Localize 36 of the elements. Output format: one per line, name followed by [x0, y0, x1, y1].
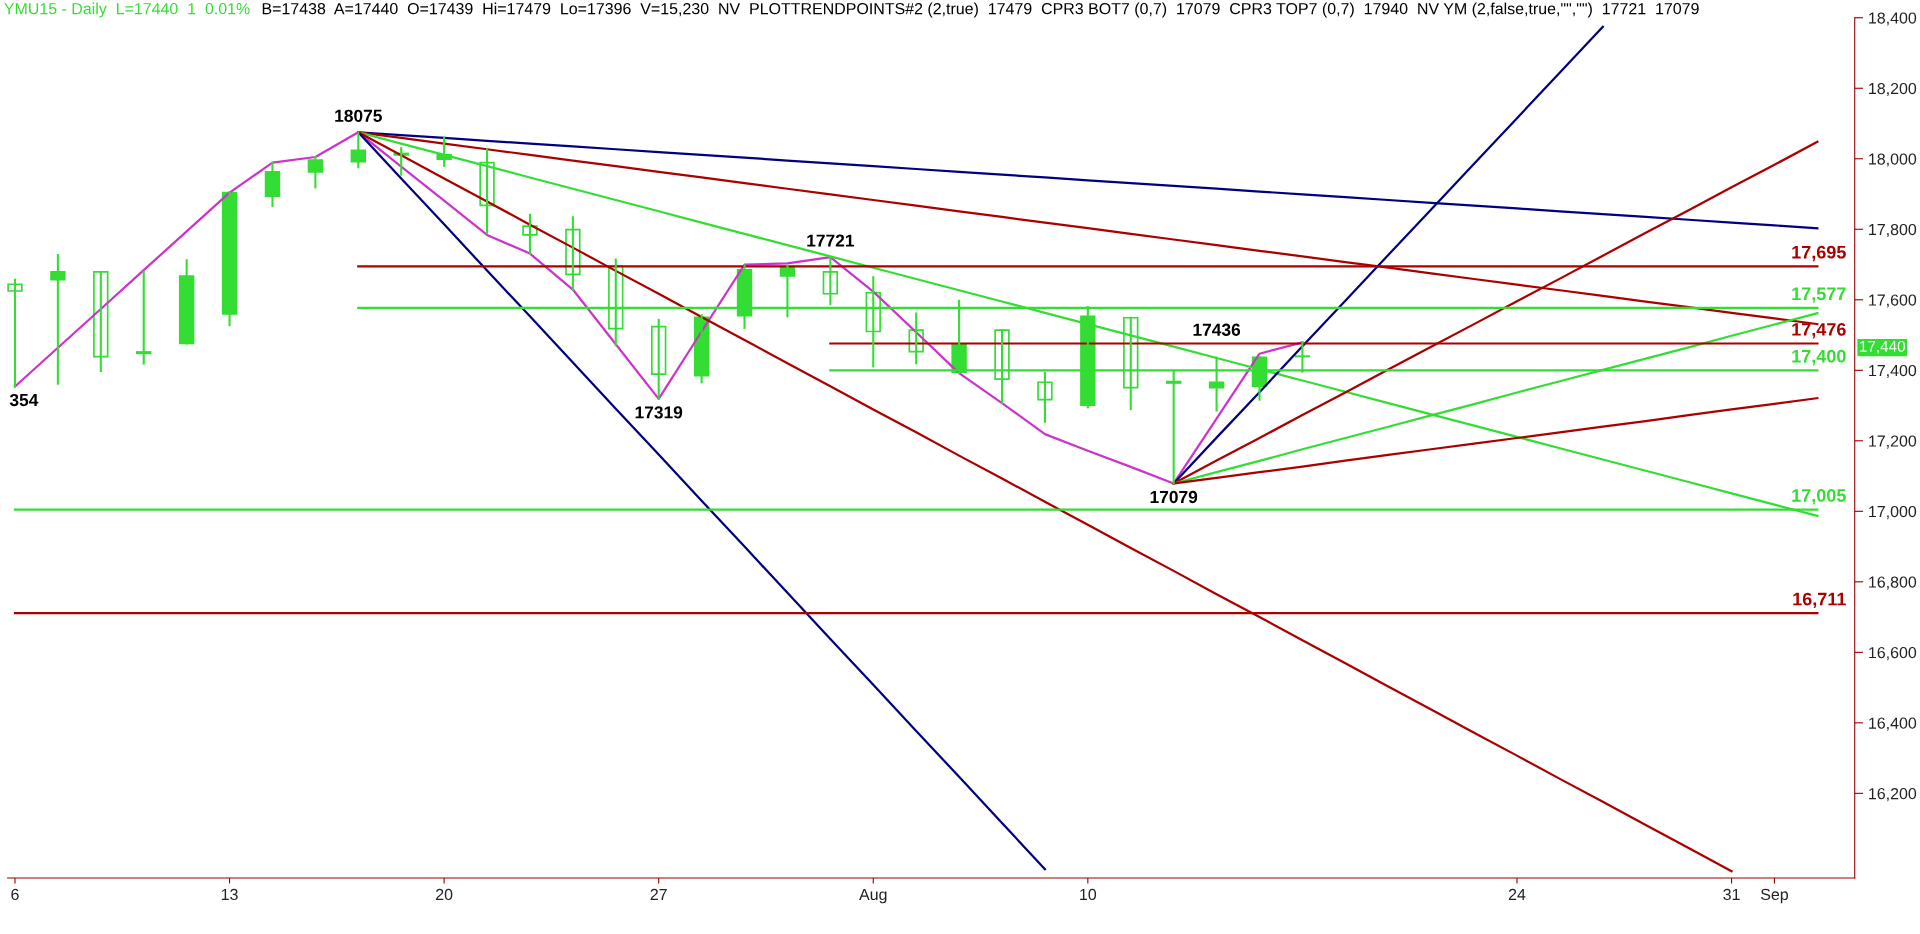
annotation: 17,577: [1792, 287, 1846, 303]
y-tick-label: 16,200: [1869, 787, 1917, 802]
x-tick-label: 31: [1723, 888, 1740, 901]
y-tick-label: 17,800: [1869, 223, 1917, 238]
y-tick-label: 16,600: [1869, 646, 1917, 661]
y-tick-label: 18,200: [1869, 82, 1917, 97]
x-tick-label: 27: [650, 888, 667, 900]
y-tick-label: 16,800: [1869, 576, 1917, 590]
x-tick-label: 24: [1508, 888, 1526, 900]
chart-title: YMU15 - Daily L=17440 1 0.01%: [4, 2, 250, 18]
y-tick-label: 17,400: [1869, 364, 1917, 379]
annotation: 17319: [635, 406, 683, 419]
annotation: 17721: [807, 234, 855, 247]
x-tick-label: 10: [1080, 888, 1097, 901]
text: 17,440: [1860, 340, 1906, 354]
annotation: 17079: [1150, 490, 1198, 504]
annotation: 16,711: [1793, 592, 1846, 609]
annotation: 18075: [335, 109, 382, 122]
x-tick-label: Sep: [1760, 888, 1789, 904]
annotation: 17436: [1193, 323, 1241, 336]
y-tick-label: 18,400: [1869, 12, 1917, 26]
annotation: 17,695: [1792, 245, 1846, 262]
y-tick-label: 16,400: [1869, 717, 1917, 731]
y-tick-label: 17,000: [1869, 505, 1917, 520]
chart-subtitle: B=17438 A=17440 O=17439 Hi=17479 Lo=17396 V=15,230 NV PLOTTRENDPOINTS#2 (2,true) 17479 CPR3 BOT7 (0,7) 17079 CPR3 TOP7 (0,7) 17940 NV YM (2,false,true,"","") 17721 17079: [262, 2, 1699, 18]
x-tick-label: 6: [11, 888, 19, 901]
annotation: 17,476: [1792, 322, 1846, 339]
annotation: 354: [9, 393, 39, 407]
y-tick-label: 17,600: [1869, 294, 1917, 308]
annotation: 17,400: [1792, 349, 1846, 366]
x-tick-label: Aug: [859, 888, 887, 904]
x-tick-label: 20: [436, 888, 453, 901]
annotation: 17,005: [1792, 489, 1846, 505]
y-tick-label: 18,000: [1869, 153, 1917, 167]
y-tick-label: 17,200: [1869, 435, 1917, 449]
x-tick-label: 13: [221, 888, 238, 901]
